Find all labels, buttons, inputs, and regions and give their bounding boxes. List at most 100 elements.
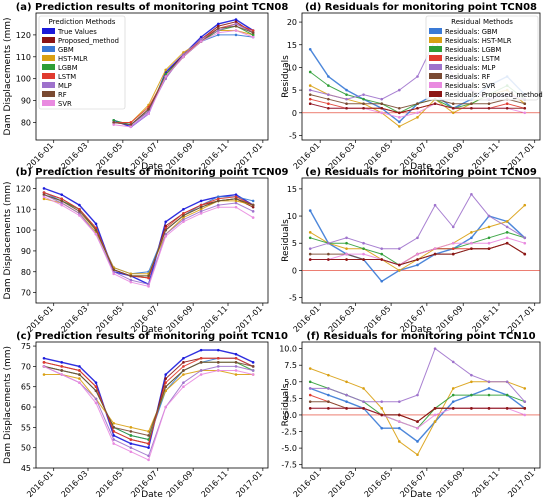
data-point: [164, 373, 168, 376]
data-point: [182, 220, 185, 224]
data-point: [78, 203, 81, 207]
data-point: [308, 102, 312, 106]
data-point: [129, 272, 133, 276]
data-point: [216, 356, 220, 360]
data-point: [380, 258, 384, 261]
data-point: [345, 407, 348, 410]
legend-swatch: [429, 64, 442, 70]
data-point: [42, 365, 46, 368]
y-tick-label: 100: [16, 226, 31, 235]
data-point: [60, 193, 64, 196]
data-point: [251, 31, 255, 35]
data-point: [129, 123, 133, 126]
data-point: [112, 434, 116, 437]
data-point: [78, 381, 81, 384]
data-point: [147, 430, 150, 433]
data-point: [251, 365, 255, 368]
data-point: [327, 75, 330, 78]
data-point: [164, 405, 168, 409]
x-tick-label: 2016-01: [292, 304, 322, 334]
data-point: [129, 450, 133, 454]
data-point: [199, 210, 203, 213]
data-point: [60, 369, 64, 372]
data-point: [416, 252, 419, 256]
data-point: [398, 269, 401, 272]
x-axis-label: Date: [410, 490, 432, 500]
x-tick-label: 2017-01: [234, 469, 264, 499]
chart-title: (f) Residuals for monitoring point TCN10: [306, 331, 535, 342]
data-point: [164, 226, 168, 230]
data-point: [308, 84, 312, 87]
data-point: [216, 31, 220, 35]
data-point: [327, 97, 330, 101]
data-point: [234, 365, 238, 368]
x-tick-label: 2016-05: [94, 469, 124, 499]
y-tick-label: 110: [16, 53, 31, 62]
y-tick-label: 80: [21, 268, 31, 277]
data-point: [380, 279, 384, 283]
data-point: [60, 199, 64, 203]
data-point: [345, 236, 348, 240]
data-point: [505, 407, 509, 410]
x-tick-label: 2017-01: [506, 304, 536, 334]
data-point: [380, 400, 384, 403]
data-point: [147, 108, 150, 111]
data-point: [112, 118, 116, 122]
data-point: [216, 203, 220, 207]
data-point: [433, 102, 437, 106]
data-point: [147, 274, 150, 278]
data-point: [234, 356, 238, 360]
data-point: [78, 369, 81, 372]
data-point: [182, 365, 185, 368]
data-point: [182, 51, 185, 54]
data-point: [345, 400, 348, 403]
data-point: [416, 116, 419, 119]
data-point: [216, 33, 220, 37]
data-point: [308, 231, 312, 234]
data-point: [251, 199, 255, 203]
data-point: [112, 268, 116, 271]
data-point: [42, 373, 46, 376]
y-tick-label: 70: [21, 289, 31, 298]
data-point: [251, 35, 255, 39]
data-point: [42, 191, 46, 194]
data-point: [398, 400, 401, 403]
data-point: [94, 232, 98, 236]
data-point: [362, 252, 365, 256]
x-tick-label: 2016-03: [327, 469, 357, 499]
data-point: [451, 252, 455, 256]
data-point: [234, 352, 238, 356]
data-point: [251, 210, 255, 213]
data-point: [523, 252, 527, 256]
legend-box: [38, 15, 126, 110]
data-point: [60, 201, 64, 205]
data-point: [451, 106, 455, 110]
data-point: [451, 360, 455, 364]
data-point: [327, 102, 330, 106]
data-point: [327, 252, 330, 256]
data-point: [345, 102, 348, 106]
data-point: [470, 241, 473, 245]
data-point: [182, 53, 185, 56]
data-point: [216, 24, 220, 28]
legend-swatch: [429, 91, 442, 97]
data-point: [129, 426, 133, 429]
y-tick-label: 7.5: [284, 361, 297, 370]
data-point: [42, 361, 46, 364]
data-point: [487, 407, 491, 410]
data-point: [216, 199, 220, 203]
data-point: [234, 201, 238, 205]
data-point: [380, 413, 384, 417]
data-point: [470, 393, 473, 397]
y-axis-label: Dam Displacements (mm): [3, 181, 13, 299]
data-point: [327, 258, 330, 261]
data-point: [112, 421, 116, 425]
y-tick-label: 5: [292, 86, 297, 95]
data-point: [199, 37, 203, 41]
data-point: [60, 365, 64, 368]
data-point: [416, 440, 419, 443]
data-point: [327, 106, 330, 110]
data-point: [327, 407, 330, 410]
data-point: [308, 97, 312, 101]
